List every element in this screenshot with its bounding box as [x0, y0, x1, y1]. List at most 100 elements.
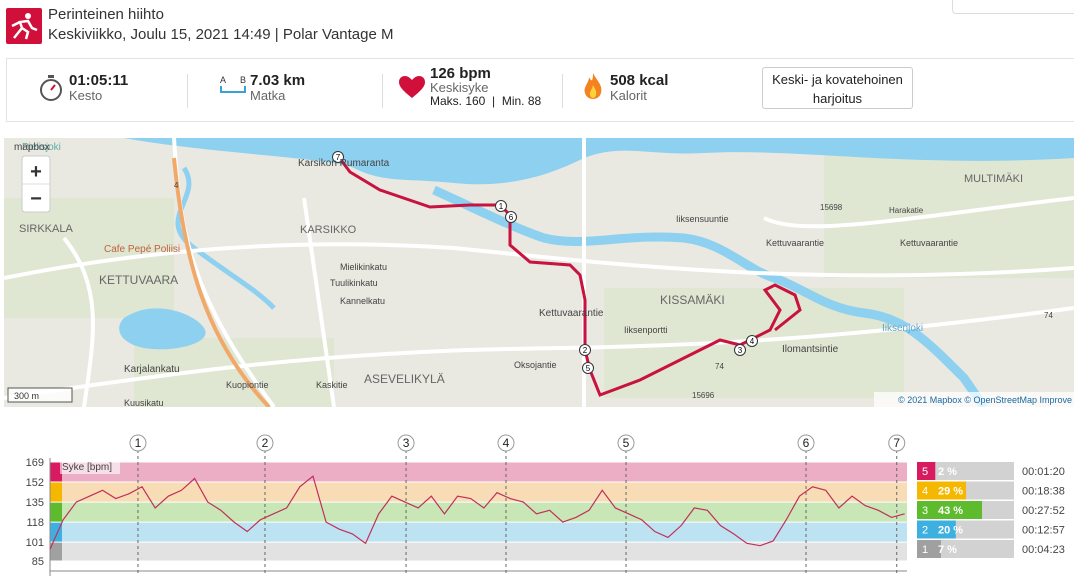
- sport-glyph: [11, 13, 38, 40]
- zone-band: [50, 482, 907, 503]
- map-label: Iiksenjoki: [882, 323, 923, 334]
- zone-badge: [917, 501, 933, 519]
- zone-percent: 29 %: [938, 486, 963, 498]
- favorite-button[interactable]: [952, 0, 1074, 14]
- map-label: Cafe Pepé Poliisi: [104, 244, 180, 255]
- park: [824, 138, 1074, 278]
- duration-label: Kesto: [69, 88, 103, 103]
- lap-marker-label: 3: [738, 346, 743, 355]
- zone-time: 00:04:23: [1022, 544, 1065, 556]
- lap-marker-label: 4: [750, 337, 755, 346]
- road: [4, 306, 1074, 400]
- lap-badge: [256, 434, 274, 452]
- zone-number: 5: [922, 466, 928, 478]
- zone-band: [50, 502, 907, 523]
- zoom-in[interactable]: +: [30, 161, 42, 183]
- training-benefit[interactable]: Keski- ja kovatehoinen harjoitus: [762, 67, 913, 109]
- y-tick-label: 101: [26, 537, 44, 549]
- zone-bar: [933, 481, 967, 500]
- lap-label: 1: [135, 436, 142, 450]
- lap-badge: [797, 434, 815, 452]
- map-label: 74: [1044, 311, 1053, 320]
- map-label: MULTIMÄKI: [964, 173, 1023, 185]
- lake: [124, 138, 1074, 185]
- map-label: 74: [715, 362, 724, 371]
- zone-bar: [933, 501, 983, 519]
- zone-percent: 7 %: [938, 544, 957, 556]
- lap-label: 4: [503, 436, 510, 450]
- map-label: Ilomantsintie: [782, 344, 839, 355]
- hr-label: Syke [bpm]: [62, 462, 112, 473]
- hr-label-bg: [60, 460, 120, 474]
- road: [62, 236, 95, 407]
- lap-marker: [734, 344, 746, 356]
- zone-strip: [50, 542, 62, 561]
- zone-percent: 20 %: [938, 525, 963, 537]
- hr-max: Maks. 160: [430, 94, 486, 108]
- zone-bar: [933, 520, 956, 539]
- zone-strip: [50, 522, 62, 543]
- hr-min: Min. 88: [501, 94, 542, 108]
- map-label: Kaskitie: [316, 380, 348, 390]
- map-label: Kettuvaarantie: [766, 238, 824, 248]
- zoom-out[interactable]: −: [30, 188, 42, 210]
- park: [4, 198, 174, 318]
- flame-icon: [584, 73, 602, 99]
- lap-marker: [746, 335, 758, 347]
- calories-value: 508 kcal: [610, 72, 669, 89]
- lap-marker-label: 2: [583, 346, 588, 355]
- icon-b: B: [239, 75, 246, 85]
- map-label: Karsikon Rumaranta: [298, 158, 390, 169]
- lap-label: 5: [623, 436, 630, 450]
- zone-strip: [50, 462, 62, 483]
- lap-badge: [397, 434, 415, 452]
- zone-strip: [50, 502, 62, 523]
- lap-badge: [888, 434, 906, 452]
- lap-marker: [332, 151, 344, 163]
- lap-marker: [495, 200, 507, 212]
- pond: [119, 308, 206, 350]
- zone-percent: 43 %: [938, 505, 963, 517]
- lap-badge: [617, 434, 635, 452]
- title: Perinteinen hiihto: [48, 6, 164, 23]
- zone-number: 1: [922, 544, 928, 556]
- zone-band: [50, 542, 907, 561]
- map-label: Mielikinkatu: [340, 262, 387, 272]
- icon-a: A: [220, 75, 227, 85]
- map-label: Pielisjoki: [22, 142, 61, 153]
- calories-label: Kalorit: [610, 88, 647, 103]
- zone-time: 00:01:20: [1022, 466, 1065, 478]
- hr-chart: 169 152 135 118 101 85 Syke [bpm] 1 2 3 4 5 6 7 5 2 % 00…: [26, 434, 1065, 576]
- zone-band: [50, 462, 907, 483]
- lap-marker: [579, 344, 591, 356]
- hr-label: Keskisyke: [430, 80, 489, 95]
- map-label: 15698: [820, 203, 843, 212]
- map-label: KETTUVAARA: [99, 273, 178, 287]
- attribution: © 2021 Mapbox © OpenStreetMap Improve: [898, 395, 1072, 405]
- lap-label: 6: [803, 436, 810, 450]
- zone-strip: [50, 482, 62, 503]
- road: [4, 242, 1074, 280]
- zone-time: 00:18:38: [1022, 486, 1065, 498]
- lap-label: 2: [262, 436, 269, 450]
- road: [763, 196, 1074, 229]
- zone-number: 4: [922, 486, 928, 498]
- map-label: ASEVELIKYLÄ: [364, 372, 445, 386]
- lap-marker-label: 7: [336, 153, 341, 162]
- zone-badge: [917, 462, 933, 480]
- river: [432, 185, 988, 407]
- map-label: KISSAMÄKI: [660, 293, 725, 307]
- scale-box: [7, 387, 73, 403]
- map-label: KARSIKKO: [300, 224, 357, 236]
- zone-badge: [917, 481, 933, 500]
- duration-value: 01:05:11: [69, 72, 129, 89]
- distance-value: 7.03 km: [250, 72, 306, 89]
- hr-line: [49, 475, 905, 550]
- zone-bar-bg: [933, 462, 1014, 480]
- map-label: Kettuvaarantie: [539, 308, 604, 319]
- map-label: Karjalankatu: [124, 364, 180, 375]
- zone-time: 00:27:52: [1022, 505, 1065, 517]
- y-tick-label: 169: [26, 457, 44, 469]
